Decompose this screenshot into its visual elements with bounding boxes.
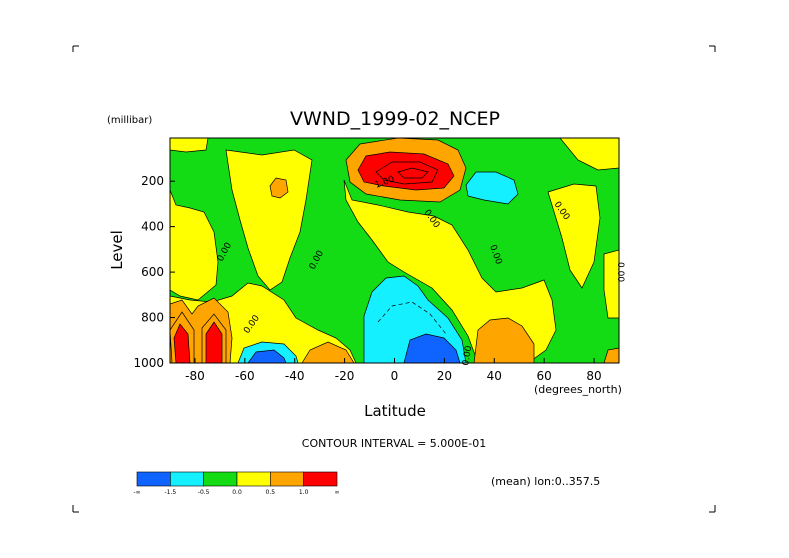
x-tick-label: -40 — [285, 369, 305, 383]
orange-region-north-surface — [473, 317, 535, 363]
colorbar-label: -1.5 — [164, 489, 176, 496]
colorbar-swatch — [303, 471, 338, 487]
y-axis: 200 400 600 800 1000 — [133, 174, 175, 370]
red-region-jet-core — [357, 151, 455, 191]
x-tick-label: 60 — [537, 369, 552, 383]
yellow-region-northeast — [603, 249, 619, 319]
orange-region-south-surface — [301, 341, 355, 363]
crop-mark-bottom-left — [72, 505, 79, 513]
plot-area — [170, 138, 619, 363]
blue-region-south-surface — [247, 349, 287, 363]
red-region-polar-2 — [205, 321, 223, 363]
y-axis-label: Level — [108, 230, 126, 270]
polar-contour-1 — [170, 311, 195, 363]
colorbar: -∞ -1.5 -0.5 0.0 0.5 1.0 ∞ — [133, 471, 340, 496]
chart-title: VWND_1999-02_NCEP — [290, 108, 500, 130]
orange-region-northeast-surface — [603, 347, 619, 363]
polar-contour-2 — [201, 313, 227, 363]
yellow-region-north-high — [547, 183, 601, 289]
contour-label: 0.00 — [615, 262, 625, 282]
contour-label: 0.00 — [461, 345, 474, 367]
crop-mark-top-left — [72, 45, 79, 52]
yellow-region-west — [170, 189, 219, 301]
red-region-polar-1 — [173, 323, 191, 363]
colorbar-label: 0.0 — [232, 489, 242, 496]
x-tick-label: -20 — [335, 369, 355, 383]
cyan-region-upper-north — [465, 171, 519, 205]
yellow-region-north-top — [559, 138, 619, 171]
y-tick-label: 400 — [141, 220, 164, 234]
y-units-label: (millibar) — [107, 115, 152, 126]
colorbar-swatch — [203, 471, 238, 487]
crop-mark-top-right — [709, 45, 716, 52]
yellow-region-top-left — [170, 138, 209, 153]
x-axis: -80 -60 -40 -20 0 20 40 60 80 — [185, 358, 602, 383]
x-tick-label: 0 — [391, 369, 399, 383]
yellow-region-equator — [343, 179, 557, 363]
y-tick-label: 200 — [141, 174, 164, 188]
colorbar-swatch — [136, 471, 171, 487]
x-axis-label: Latitude — [364, 402, 426, 420]
colorbar-label: -∞ — [133, 489, 140, 496]
x-tick-label: 40 — [487, 369, 502, 383]
jet-core-contour-innermost — [397, 167, 429, 179]
colorbar-label: -0.5 — [198, 489, 210, 496]
y-tick-label: 800 — [141, 311, 164, 325]
x-units-label: (degrees_north) — [534, 383, 622, 396]
colorbar-label: ∞ — [335, 489, 340, 496]
colorbar-label: 1.0 — [299, 489, 309, 496]
colorbar-swatch — [170, 471, 204, 487]
contour-interval-text: CONTOUR INTERVAL = 5.000E-01 — [302, 437, 486, 450]
x-tick-label: -80 — [185, 369, 205, 383]
orange-region-south-midlat — [269, 177, 289, 199]
crop-marks — [72, 45, 716, 513]
colorbar-swatch — [270, 471, 304, 487]
blue-region-equator-surface — [403, 333, 461, 363]
y-tick-label: 600 — [141, 265, 164, 279]
y-tick-label: 1000 — [133, 356, 164, 370]
yellow-region-midlat-south — [225, 149, 313, 291]
crop-mark-bottom-right — [709, 505, 716, 513]
jet-core-contour-inner — [375, 161, 439, 185]
x-tick-label: 20 — [437, 369, 452, 383]
colorbar-label: 0.5 — [266, 489, 276, 496]
x-tick-label: -60 — [235, 369, 255, 383]
x-tick-label: 80 — [586, 369, 601, 383]
dashed-contour-equator — [377, 301, 447, 335]
mean-footnote: (mean) lon:0..357.5 — [491, 475, 600, 488]
colorbar-swatch — [236, 471, 271, 487]
